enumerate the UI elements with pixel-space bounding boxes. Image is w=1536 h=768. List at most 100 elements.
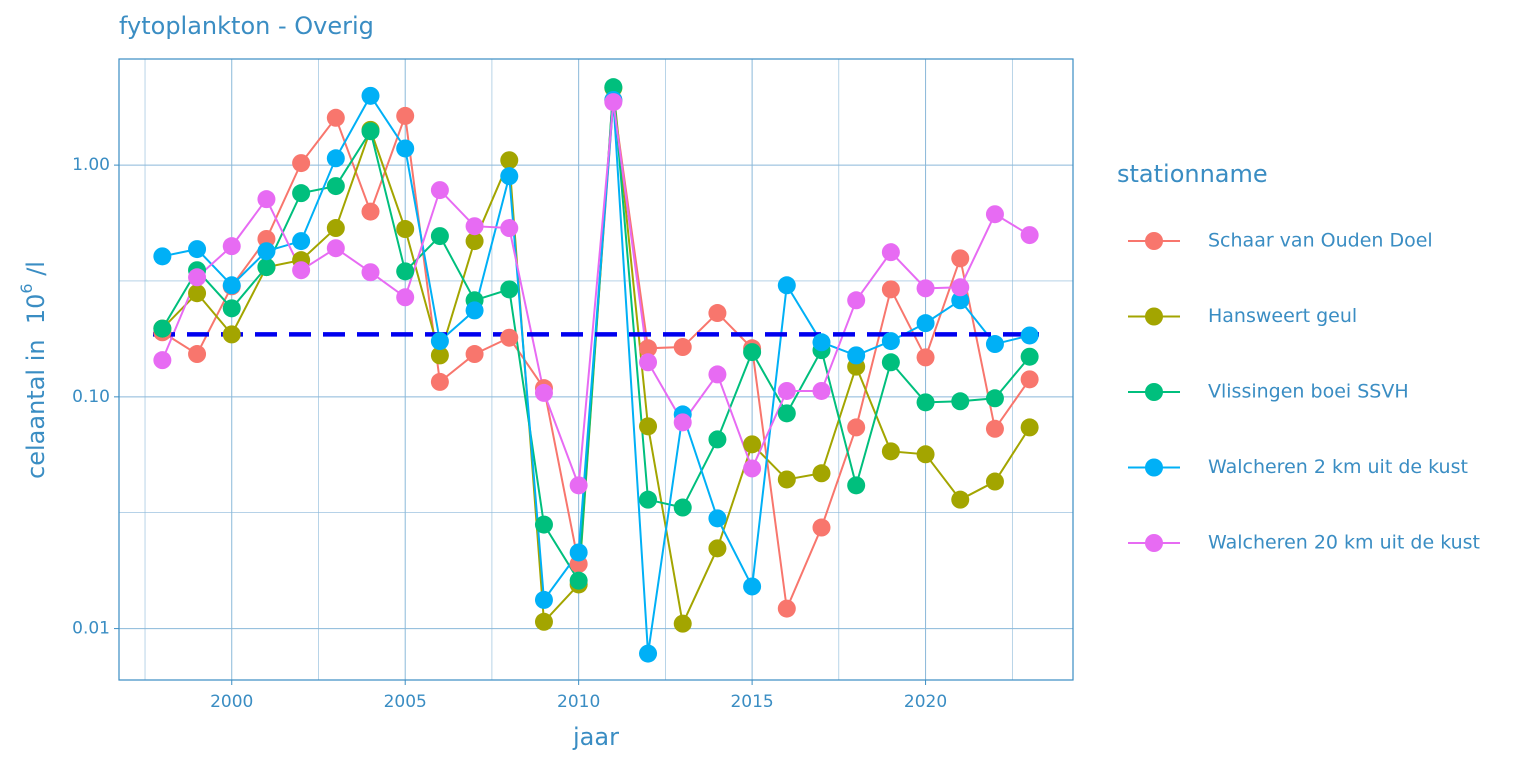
data-point [777,381,796,400]
y-axis-title-suffix: /l [22,261,50,283]
data-point [361,263,380,282]
data-point [639,339,658,358]
data-point [292,261,311,280]
data-point [812,518,831,537]
data-point [153,319,172,338]
x-tick-label: 2005 [384,692,427,712]
y-tick-label: 0.10 [72,387,110,407]
data-point [153,247,172,266]
data-point [673,413,692,432]
data-point [188,268,207,287]
data-point [604,78,623,97]
legend-key-dot [1145,534,1163,552]
data-point [465,232,484,251]
data-point [257,242,276,261]
data-point [881,280,900,299]
data-point [500,219,519,238]
data-point [708,509,727,528]
data-point [639,490,658,509]
data-point [222,276,241,295]
y-tick-label: 0.01 [72,619,110,639]
data-point [430,372,449,391]
y-axis-title: celaantal in 106 /l [17,261,51,479]
data-point [708,539,727,558]
data-point [847,418,866,437]
data-point [847,346,866,365]
data-point [1020,347,1039,366]
series-line [161,101,1031,486]
data-point [916,445,935,464]
data-point [188,345,207,364]
data-point [743,577,762,596]
data-point [743,343,762,362]
data-point [153,351,172,370]
data-point [708,430,727,449]
data-point [708,365,727,384]
data-point [985,472,1004,491]
data-point [708,304,727,323]
data-point [534,612,553,631]
data-point [326,108,345,127]
data-point [1020,226,1039,245]
data-point [569,571,588,590]
data-point [500,151,519,170]
data-point [916,393,935,412]
data-point [1020,370,1039,389]
y-tick-label: 1.00 [72,155,110,175]
data-point [326,219,345,238]
data-point [430,332,449,351]
data-point [951,490,970,509]
series-line [161,99,1031,613]
data-point [534,590,553,609]
data-point [534,383,553,402]
data-point [881,442,900,461]
data-point [500,167,519,186]
data-point [639,644,658,663]
data-point [430,346,449,365]
legend-key-dot [1145,232,1163,250]
x-tick-label: 2015 [730,692,773,712]
data-point [292,232,311,251]
y-axis-title-sup: 6 [17,283,36,293]
y-axis-title-main: celaantal in 10 [22,294,50,479]
data-point [257,190,276,209]
data-point [465,301,484,320]
x-tick-label: 2010 [557,692,600,712]
data-point [812,381,831,400]
data-point [534,515,553,534]
x-axis-title: jaar [572,723,619,751]
data-point [951,249,970,268]
data-point [951,278,970,297]
data-point [916,348,935,367]
data-point [361,122,380,141]
data-point [326,149,345,168]
series-line [161,87,1031,628]
data-point [951,291,970,310]
data-point [743,435,762,454]
data-point [743,459,762,478]
data-point [465,217,484,236]
data-point [222,299,241,318]
data-point [569,543,588,562]
data-point [430,227,449,246]
data-point [985,335,1004,354]
data-point [188,284,207,303]
data-point [361,202,380,221]
data-point [1020,326,1039,345]
legend-key-dot [1145,307,1163,326]
data-point [916,279,935,298]
data-point [396,220,415,239]
panel-border [118,58,1074,681]
data-point [430,181,449,200]
data-point [326,177,345,196]
data-point [812,464,831,483]
legend-title: stationname [1117,160,1268,188]
data-point [396,106,415,125]
data-point [847,291,866,310]
data-point [985,205,1004,224]
legend-label: Walcheren 2 km uit de kust [1208,456,1468,478]
data-point [639,417,658,436]
data-point [1020,418,1039,437]
x-tick-label: 2000 [210,692,253,712]
data-point [673,498,692,517]
